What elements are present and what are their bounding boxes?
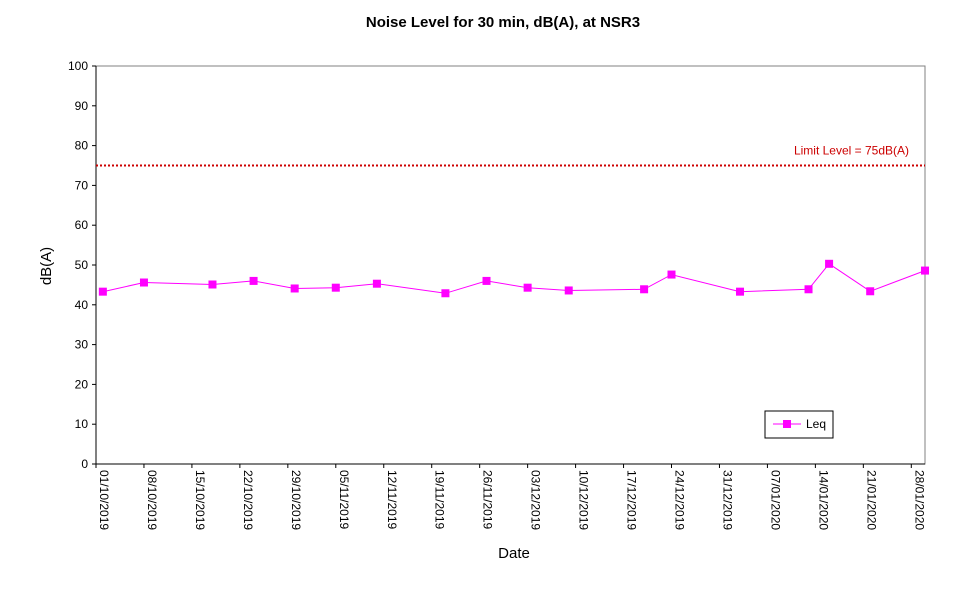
data-point-marker — [208, 280, 217, 289]
data-point-marker — [640, 285, 649, 294]
y-axis-label: dB(A) — [38, 247, 55, 285]
y-tick-label: 30 — [75, 338, 89, 352]
data-point-marker — [825, 259, 834, 268]
data-point-marker — [866, 287, 875, 296]
y-tick-label: 80 — [75, 139, 89, 153]
y-tick-label: 0 — [81, 457, 88, 471]
x-axis-label: Date — [498, 545, 530, 562]
legend-label-leq: Leq — [806, 417, 826, 431]
limit-line-label: Limit Level = 75dB(A) — [794, 144, 909, 158]
x-tick-label: 29/10/2019 — [289, 470, 303, 530]
data-point-marker — [331, 283, 340, 292]
x-tick-label: 31/12/2019 — [720, 470, 734, 530]
data-point-marker — [290, 284, 299, 293]
data-point-marker — [482, 276, 491, 285]
y-tick-label: 40 — [75, 298, 89, 312]
data-point-marker — [249, 276, 258, 285]
x-tick-label: 17/12/2019 — [625, 470, 639, 530]
x-tick-label: 10/12/2019 — [577, 470, 591, 530]
y-tick-label: 100 — [68, 59, 88, 73]
x-tick-label: 12/11/2019 — [385, 470, 399, 529]
plot-frame — [95, 65, 926, 465]
data-point-marker — [921, 266, 929, 275]
x-tick-label: 19/11/2019 — [433, 470, 447, 529]
chart-title: Noise Level for 30 min, dB(A), at NSR3 — [366, 14, 640, 31]
x-tick-label: 01/10/2019 — [97, 470, 111, 530]
data-point-marker — [736, 287, 745, 296]
y-tick-label: 70 — [75, 178, 89, 192]
x-tick-label: 03/12/2019 — [529, 470, 543, 530]
y-tick-label: 50 — [75, 258, 89, 272]
data-point-marker — [667, 270, 676, 279]
x-tick-label: 21/01/2020 — [864, 470, 878, 530]
x-tick-label: 07/01/2020 — [768, 470, 782, 530]
x-tick-label: 28/01/2020 — [912, 470, 926, 530]
plot-area: 0 10 20 30 40 50 60 70 80 90 100 01/10/2019 08/10/20… — [68, 59, 929, 530]
data-point-marker — [804, 285, 813, 294]
data-point-marker — [139, 278, 148, 287]
y-tick-label: 20 — [75, 377, 89, 391]
legend: Leq — [764, 410, 834, 439]
data-point-marker — [372, 279, 381, 288]
series-line-leq — [102, 263, 926, 294]
x-tick-label: 26/11/2019 — [481, 470, 495, 529]
y-tick-label: 90 — [75, 99, 89, 113]
y-tick-label: 10 — [75, 417, 89, 431]
data-point-marker — [441, 289, 450, 298]
legend-marker-leq — [783, 420, 791, 428]
x-tick-label: 22/10/2019 — [241, 470, 255, 530]
data-point-marker — [564, 286, 573, 295]
x-tick-label: 05/11/2019 — [337, 470, 351, 529]
data-point-marker — [523, 283, 532, 292]
x-tick-label: 24/12/2019 — [673, 470, 687, 530]
x-tick-label: 14/01/2020 — [816, 470, 830, 530]
data-point-marker — [98, 287, 107, 296]
y-tick-label: 60 — [75, 218, 89, 232]
x-tick-label: 08/10/2019 — [145, 470, 159, 530]
x-tick-label: 15/10/2019 — [193, 470, 207, 530]
